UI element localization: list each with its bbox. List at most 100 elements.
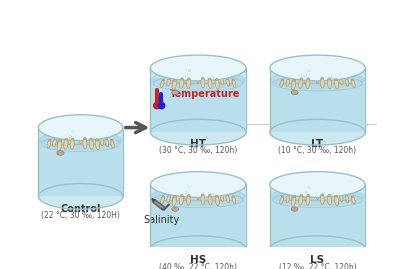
Ellipse shape [209, 192, 211, 193]
Ellipse shape [57, 140, 62, 151]
Ellipse shape [83, 137, 86, 140]
Ellipse shape [328, 75, 331, 84]
Ellipse shape [160, 196, 164, 204]
Ellipse shape [172, 90, 179, 95]
Ellipse shape [39, 131, 122, 149]
Ellipse shape [188, 78, 190, 80]
Ellipse shape [352, 79, 355, 87]
Ellipse shape [270, 119, 365, 145]
Text: (30 °C, 30 ‰, 120h): (30 °C, 30 ‰, 120h) [159, 146, 237, 155]
Ellipse shape [299, 78, 303, 89]
Ellipse shape [187, 78, 191, 89]
Ellipse shape [151, 70, 245, 89]
Ellipse shape [334, 195, 339, 206]
Ellipse shape [308, 186, 310, 188]
Ellipse shape [201, 194, 205, 204]
Ellipse shape [70, 138, 74, 149]
Ellipse shape [280, 196, 284, 204]
Ellipse shape [208, 194, 211, 197]
Ellipse shape [174, 193, 176, 195]
Ellipse shape [187, 195, 191, 205]
Ellipse shape [293, 79, 296, 82]
Ellipse shape [320, 77, 324, 88]
Ellipse shape [306, 78, 310, 89]
Ellipse shape [160, 79, 164, 87]
Ellipse shape [185, 75, 188, 84]
Ellipse shape [328, 78, 332, 89]
Text: Control: Control [60, 204, 101, 214]
Text: HT: HT [190, 139, 206, 148]
Ellipse shape [68, 136, 72, 144]
Ellipse shape [83, 138, 87, 149]
Ellipse shape [188, 69, 191, 72]
Polygon shape [151, 196, 245, 249]
Ellipse shape [226, 194, 230, 203]
Text: HS: HS [190, 255, 206, 265]
Ellipse shape [331, 193, 333, 196]
Ellipse shape [47, 140, 51, 148]
Ellipse shape [196, 191, 200, 200]
Ellipse shape [168, 78, 170, 80]
Ellipse shape [288, 78, 290, 80]
Ellipse shape [153, 192, 243, 208]
Ellipse shape [272, 192, 362, 208]
Ellipse shape [316, 75, 319, 83]
Ellipse shape [211, 77, 214, 79]
Ellipse shape [197, 75, 199, 76]
Ellipse shape [172, 79, 176, 90]
Ellipse shape [292, 193, 295, 201]
Ellipse shape [59, 137, 61, 139]
Ellipse shape [185, 75, 187, 77]
Ellipse shape [328, 192, 330, 193]
Ellipse shape [173, 77, 176, 85]
Ellipse shape [173, 193, 176, 201]
Ellipse shape [181, 78, 183, 80]
Text: Temperature: Temperature [170, 89, 240, 99]
Ellipse shape [167, 78, 170, 86]
Ellipse shape [272, 76, 362, 91]
Ellipse shape [72, 130, 74, 132]
Polygon shape [39, 140, 122, 196]
Ellipse shape [90, 138, 92, 140]
Ellipse shape [49, 139, 51, 141]
Ellipse shape [174, 79, 176, 82]
Ellipse shape [335, 79, 337, 81]
Ellipse shape [96, 139, 98, 141]
Text: Salinity: Salinity [143, 215, 180, 225]
Ellipse shape [271, 70, 364, 89]
Ellipse shape [300, 194, 303, 197]
Ellipse shape [208, 192, 212, 200]
Polygon shape [270, 68, 365, 132]
Ellipse shape [352, 196, 355, 204]
Ellipse shape [215, 195, 219, 206]
Ellipse shape [202, 77, 204, 79]
Ellipse shape [38, 183, 123, 209]
Ellipse shape [38, 115, 123, 140]
Ellipse shape [220, 77, 224, 85]
Ellipse shape [291, 207, 298, 211]
Ellipse shape [232, 196, 236, 204]
Ellipse shape [208, 195, 212, 205]
Ellipse shape [110, 139, 112, 141]
Ellipse shape [208, 78, 212, 89]
Ellipse shape [306, 195, 310, 205]
Ellipse shape [180, 78, 184, 89]
Ellipse shape [150, 172, 246, 197]
Ellipse shape [286, 194, 290, 203]
Ellipse shape [188, 186, 191, 188]
Ellipse shape [215, 195, 218, 197]
Text: (12 ‰, 22 °C, 120h): (12 ‰, 22 °C, 120h) [279, 263, 356, 269]
Ellipse shape [105, 138, 107, 140]
Ellipse shape [172, 196, 176, 206]
Ellipse shape [328, 195, 332, 205]
Ellipse shape [307, 78, 310, 80]
Ellipse shape [232, 79, 234, 81]
Polygon shape [271, 196, 364, 249]
Ellipse shape [90, 136, 93, 144]
Ellipse shape [308, 69, 310, 72]
Ellipse shape [220, 76, 222, 78]
Ellipse shape [95, 139, 100, 150]
Text: (40 ‰, 22 °C, 120h): (40 ‰, 22 °C, 120h) [159, 263, 237, 269]
Ellipse shape [345, 194, 347, 196]
Ellipse shape [307, 194, 310, 197]
